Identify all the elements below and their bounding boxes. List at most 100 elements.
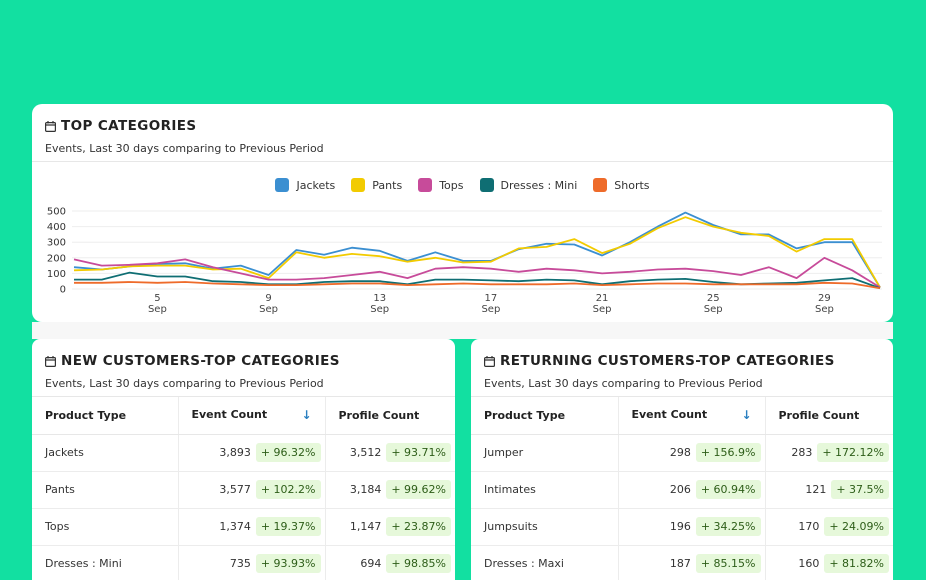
event-count-cell: 735 + 93.93% (177, 545, 325, 580)
product-type-cell: Intimates (471, 471, 618, 509)
column-header-event-count-label: Event Count (631, 408, 708, 422)
legend-label: Dresses : Mini (500, 178, 578, 192)
column-header-event-count-label: Event Count (191, 408, 268, 422)
x-tick-label-day: 17 (485, 293, 498, 304)
y-tick-label: 400 (47, 222, 66, 233)
profile-count-cell: 1,147 + 23.87% (324, 508, 455, 546)
column-header-event-count[interactable]: Event Count ↓ (177, 397, 325, 435)
new-customers-card: NEW CUSTOMERS-TOP CATEGORIES Events, Las… (32, 339, 455, 580)
table-row[interactable]: Dresses : Mini 735 + 93.93% 694 + 98.85% (32, 545, 455, 580)
event-count-cell: 3,893 + 96.32% (177, 434, 325, 472)
legend-swatch (593, 178, 608, 192)
legend-swatch (418, 178, 433, 192)
event-count-cell: 298 + 156.9% (617, 434, 765, 472)
column-header-profile-count[interactable]: Profile Count (324, 397, 455, 435)
series-line-pants[interactable] (73, 216, 881, 288)
series-line-dresses-mini[interactable] (74, 271, 881, 290)
top-categories-card: TOP CATEGORIES Events, Last 30 days comp… (32, 104, 893, 322)
legend-item[interactable]: Tops (418, 178, 464, 192)
x-tick-label-month: Sep (259, 304, 278, 315)
returning-customers-title-text: RETURNING CUSTOMERS-TOP CATEGORIES (500, 353, 835, 369)
y-tick-label: 100 (47, 269, 66, 280)
calendar-icon (45, 120, 56, 132)
new-customers-subtitle: Events, Last 30 days comparing to Previo… (45, 377, 324, 390)
legend-item[interactable]: Pants (351, 178, 402, 192)
top-categories-chart: 50040030020010005Sep9Sep13Sep17Sep21Sep2… (47, 207, 882, 315)
profile-change-badge: + 24.09% (824, 517, 889, 536)
new-customers-table: Product Type Event Count ↓ Profile Count… (32, 397, 455, 580)
profile-count-cell: 160 + 81.82% (764, 545, 893, 580)
profile-count-cell: 170 + 24.09% (764, 508, 893, 546)
table-row[interactable]: Jumpsuits 196 + 34.25% 170 + 24.09% (471, 508, 893, 546)
product-type-cell: Tops (32, 508, 178, 546)
table-row[interactable]: Tops 1,374 + 19.37% 1,147 + 23.87% (32, 508, 455, 546)
event-change-badge: + 93.93% (255, 554, 321, 573)
event-count-value: 187 (669, 557, 691, 570)
legend-label: Shorts (614, 178, 650, 192)
calendar-icon (484, 355, 495, 367)
column-header-event-count[interactable]: Event Count ↓ (617, 397, 765, 435)
profile-count-value: 694 (360, 557, 382, 570)
returning-customers-title: RETURNING CUSTOMERS-TOP CATEGORIES (484, 353, 880, 369)
legend-label: Pants (372, 178, 403, 192)
series-line-shorts[interactable] (74, 281, 881, 290)
event-count-cell: 3,577 + 102.2% (177, 471, 325, 509)
event-count-cell: 206 + 60.94% (617, 471, 765, 509)
column-header-product-type[interactable]: Product Type (471, 397, 618, 435)
series-line-tops[interactable] (73, 256, 881, 289)
x-tick-label-day: 25 (707, 293, 720, 304)
table-row[interactable]: Intimates 206 + 60.94% 121 + 37.5% (471, 471, 893, 509)
y-tick-label: 0 (60, 285, 66, 296)
legend-item[interactable]: Dresses : Mini (479, 178, 578, 192)
y-tick-label: 300 (47, 238, 66, 249)
x-tick-label-month: Sep (481, 304, 500, 315)
x-tick-label-month: Sep (815, 304, 834, 315)
profile-change-badge: + 172.12% (817, 443, 889, 462)
event-count-value: 1,374 (219, 520, 251, 533)
sort-down-arrow-icon[interactable]: ↓ (301, 408, 312, 423)
top-categories-subtitle: Events, Last 30 days comparing to Previo… (45, 142, 324, 155)
table-row[interactable]: Jackets 3,893 + 96.32% 3,512 + 93.71% (32, 434, 455, 472)
profile-change-badge: + 98.85% (386, 554, 451, 573)
x-tick-label-day: 9 (265, 293, 271, 304)
top-categories-header: TOP CATEGORIES Events, Last 30 days comp… (32, 104, 893, 162)
returning-customers-table: Product Type Event Count ↓ Profile Count… (471, 397, 893, 580)
x-tick-label-day: 5 (154, 293, 160, 304)
profile-change-badge: + 37.5% (831, 480, 889, 499)
returning-customers-table-body: Jumper 298 + 156.9% 283 + 172.12% Intimates 20… (471, 434, 893, 580)
chart-legend: Jackets Pants Tops Dresses : Mini Shorts (32, 178, 893, 192)
event-count-value: 3,577 (219, 483, 251, 496)
event-count-value: 3,893 (219, 446, 251, 459)
profile-count-value: 283 (791, 446, 813, 459)
product-type-cell: Dresses : Maxi (471, 545, 618, 580)
event-change-badge: + 34.25% (695, 517, 761, 536)
legend-item[interactable]: Jackets (275, 178, 335, 192)
legend-item[interactable]: Shorts (593, 178, 650, 192)
profile-count-value: 3,184 (349, 483, 382, 496)
profile-change-badge: + 99.62% (386, 480, 451, 499)
profile-count-value: 1,147 (349, 520, 382, 533)
table-row[interactable]: Jumper 298 + 156.9% 283 + 172.12% (471, 434, 893, 472)
event-count-value: 298 (669, 446, 691, 459)
returning-customers-card: RETURNING CUSTOMERS-TOP CATEGORIES Event… (471, 339, 893, 580)
new-customers-title: NEW CUSTOMERS-TOP CATEGORIES (45, 353, 442, 369)
product-type-cell: Jumpsuits (471, 508, 618, 546)
x-tick-label-day: 29 (818, 293, 831, 304)
profile-count-cell: 283 + 172.12% (764, 434, 893, 472)
sort-down-arrow-icon[interactable]: ↓ (741, 408, 752, 423)
column-header-product-type[interactable]: Product Type (32, 397, 178, 435)
profile-change-badge: + 93.71% (386, 443, 451, 462)
profile-count-value: 170 (798, 520, 820, 533)
new-customers-header: NEW CUSTOMERS-TOP CATEGORIES Events, Las… (32, 339, 455, 397)
profile-count-value: 121 (805, 483, 827, 496)
returning-customers-header: RETURNING CUSTOMERS-TOP CATEGORIES Event… (471, 339, 893, 397)
legend-label: Tops (439, 178, 464, 192)
event-change-badge: + 19.37% (255, 517, 321, 536)
profile-count-value: 160 (798, 557, 820, 570)
column-header-profile-count[interactable]: Profile Count (764, 397, 893, 435)
series-line-jackets[interactable] (73, 211, 881, 288)
table-row[interactable]: Dresses : Maxi 187 + 85.15% 160 + 81.82% (471, 545, 893, 580)
table-row[interactable]: Pants 3,577 + 102.2% 3,184 + 99.62% (32, 471, 455, 509)
legend-swatch (479, 178, 494, 192)
event-change-badge: + 85.15% (695, 554, 761, 573)
